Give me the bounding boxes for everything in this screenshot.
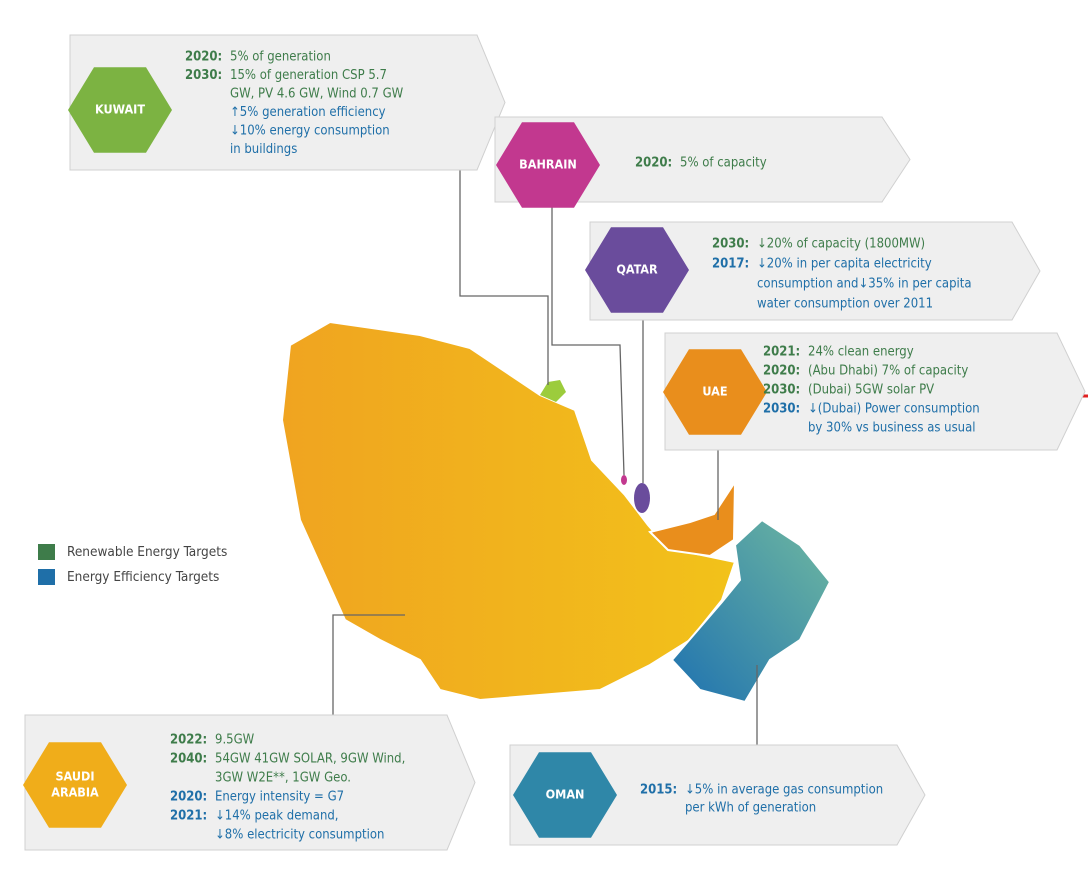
country-name: OMAN	[546, 787, 585, 802]
legend: Renewable Energy Targets Energy Efficienc…	[38, 544, 227, 585]
target-text: ↓(Dubai) Power consumption	[808, 402, 980, 417]
year: 2015:	[640, 783, 677, 798]
saudi-arabia-shape	[280, 320, 737, 702]
year: 2022:	[170, 733, 207, 748]
uae-shape	[648, 478, 737, 558]
year: 2030:	[712, 237, 749, 252]
target-text: 24% clean energy	[808, 345, 914, 360]
card-box	[24, 714, 476, 851]
hexagon	[513, 752, 617, 838]
hexagon	[23, 742, 127, 828]
target-text: 15% of generation CSP 5.7	[230, 68, 387, 83]
country-card: BAHRAIN 2020: 5% of capacity	[494, 116, 911, 208]
target-text: consumption and↓35% in per capita	[757, 277, 972, 292]
target-text: water consumption over 2011	[757, 297, 933, 312]
hexagon	[496, 122, 600, 208]
year: 2030:	[185, 68, 222, 83]
target-text: ↓14% peak demand,	[215, 809, 339, 824]
card-box	[664, 332, 1086, 451]
year: 2040:	[170, 752, 207, 767]
target-text: 3GW W2E**, 1GW Geo.	[215, 771, 351, 786]
target-text: GW, PV 4.6 GW, Wind 0.7 GW	[230, 87, 404, 102]
target-text: by 30% vs business as usual	[808, 421, 976, 436]
country-card: UAE 2021: 24% clean energy 2020: (Abu Dhabi)…	[663, 332, 1086, 451]
target-text: ↑5% generation efficiency	[230, 105, 386, 120]
hexagon	[663, 349, 767, 435]
legend-label: Renewable Energy Targets	[67, 544, 227, 560]
connector	[332, 614, 405, 715]
target-text: ↓20% in per capita electricity	[757, 257, 932, 272]
year: 2020:	[635, 156, 672, 171]
year: 2017:	[712, 257, 749, 272]
country-name: ARABIA	[51, 785, 99, 800]
country-name: QATAR	[616, 262, 658, 277]
target-text: (Dubai) 5GW solar PV	[808, 383, 934, 398]
card-box	[509, 744, 926, 846]
country-name: KUWAIT	[95, 102, 145, 117]
country-card: OMAN 2015: ↓5% in average gas consumption p…	[509, 744, 926, 846]
target-text: ↓8% electricity consumption	[215, 828, 384, 843]
year: 2030:	[763, 402, 800, 417]
target-text: 9.5GW	[215, 733, 255, 748]
legend-label: Energy Efficiency Targets	[67, 569, 219, 585]
kuwait-shape	[540, 380, 566, 402]
connector	[551, 205, 625, 476]
bahrain-shape	[621, 475, 627, 485]
target-text: ↓5% in average gas consumption	[685, 783, 883, 798]
year: 2021:	[170, 809, 207, 824]
country-name: UAE	[702, 384, 727, 399]
target-text: in buildings	[230, 142, 297, 157]
country-name: BAHRAIN	[519, 157, 577, 172]
boxes: KUWAIT 2020: 5% of generation 2030: 15% of g…	[23, 34, 1086, 851]
target-text: per kWh of generation	[685, 801, 816, 816]
map	[280, 320, 832, 704]
year: 2020:	[170, 790, 207, 805]
legend-swatch	[38, 569, 55, 585]
target-text: Energy intensity = G7	[215, 790, 344, 805]
target-text: 5% of capacity	[680, 156, 767, 171]
year: 2030:	[763, 383, 800, 398]
qatar-shape	[634, 483, 650, 513]
legend-swatch	[38, 544, 55, 560]
target-text: ↓20% of capacity (1800MW)	[757, 237, 925, 252]
hexagon	[585, 227, 689, 313]
target-text: 5% of generation	[230, 50, 331, 65]
country-card: KUWAIT 2020: 5% of generation 2030: 15% of g…	[68, 34, 506, 171]
connector	[459, 170, 549, 385]
target-text: (Abu Dhabi) 7% of capacity	[808, 364, 968, 379]
hexagon	[68, 67, 172, 153]
year: 2020:	[185, 50, 222, 65]
country-card: QATAR 2030: ↓20% of capacity (1800MW) 2017:…	[585, 221, 1041, 321]
card-box	[589, 221, 1041, 321]
country-name: SAUDI	[55, 769, 94, 784]
year: 2020:	[763, 364, 800, 379]
target-text: 54GW 41GW SOLAR, 9GW Wind,	[215, 752, 405, 767]
year: 2021:	[763, 345, 800, 360]
card-box	[69, 34, 506, 171]
card-box	[494, 116, 911, 203]
target-text: ↓10% energy consumption	[230, 124, 390, 139]
